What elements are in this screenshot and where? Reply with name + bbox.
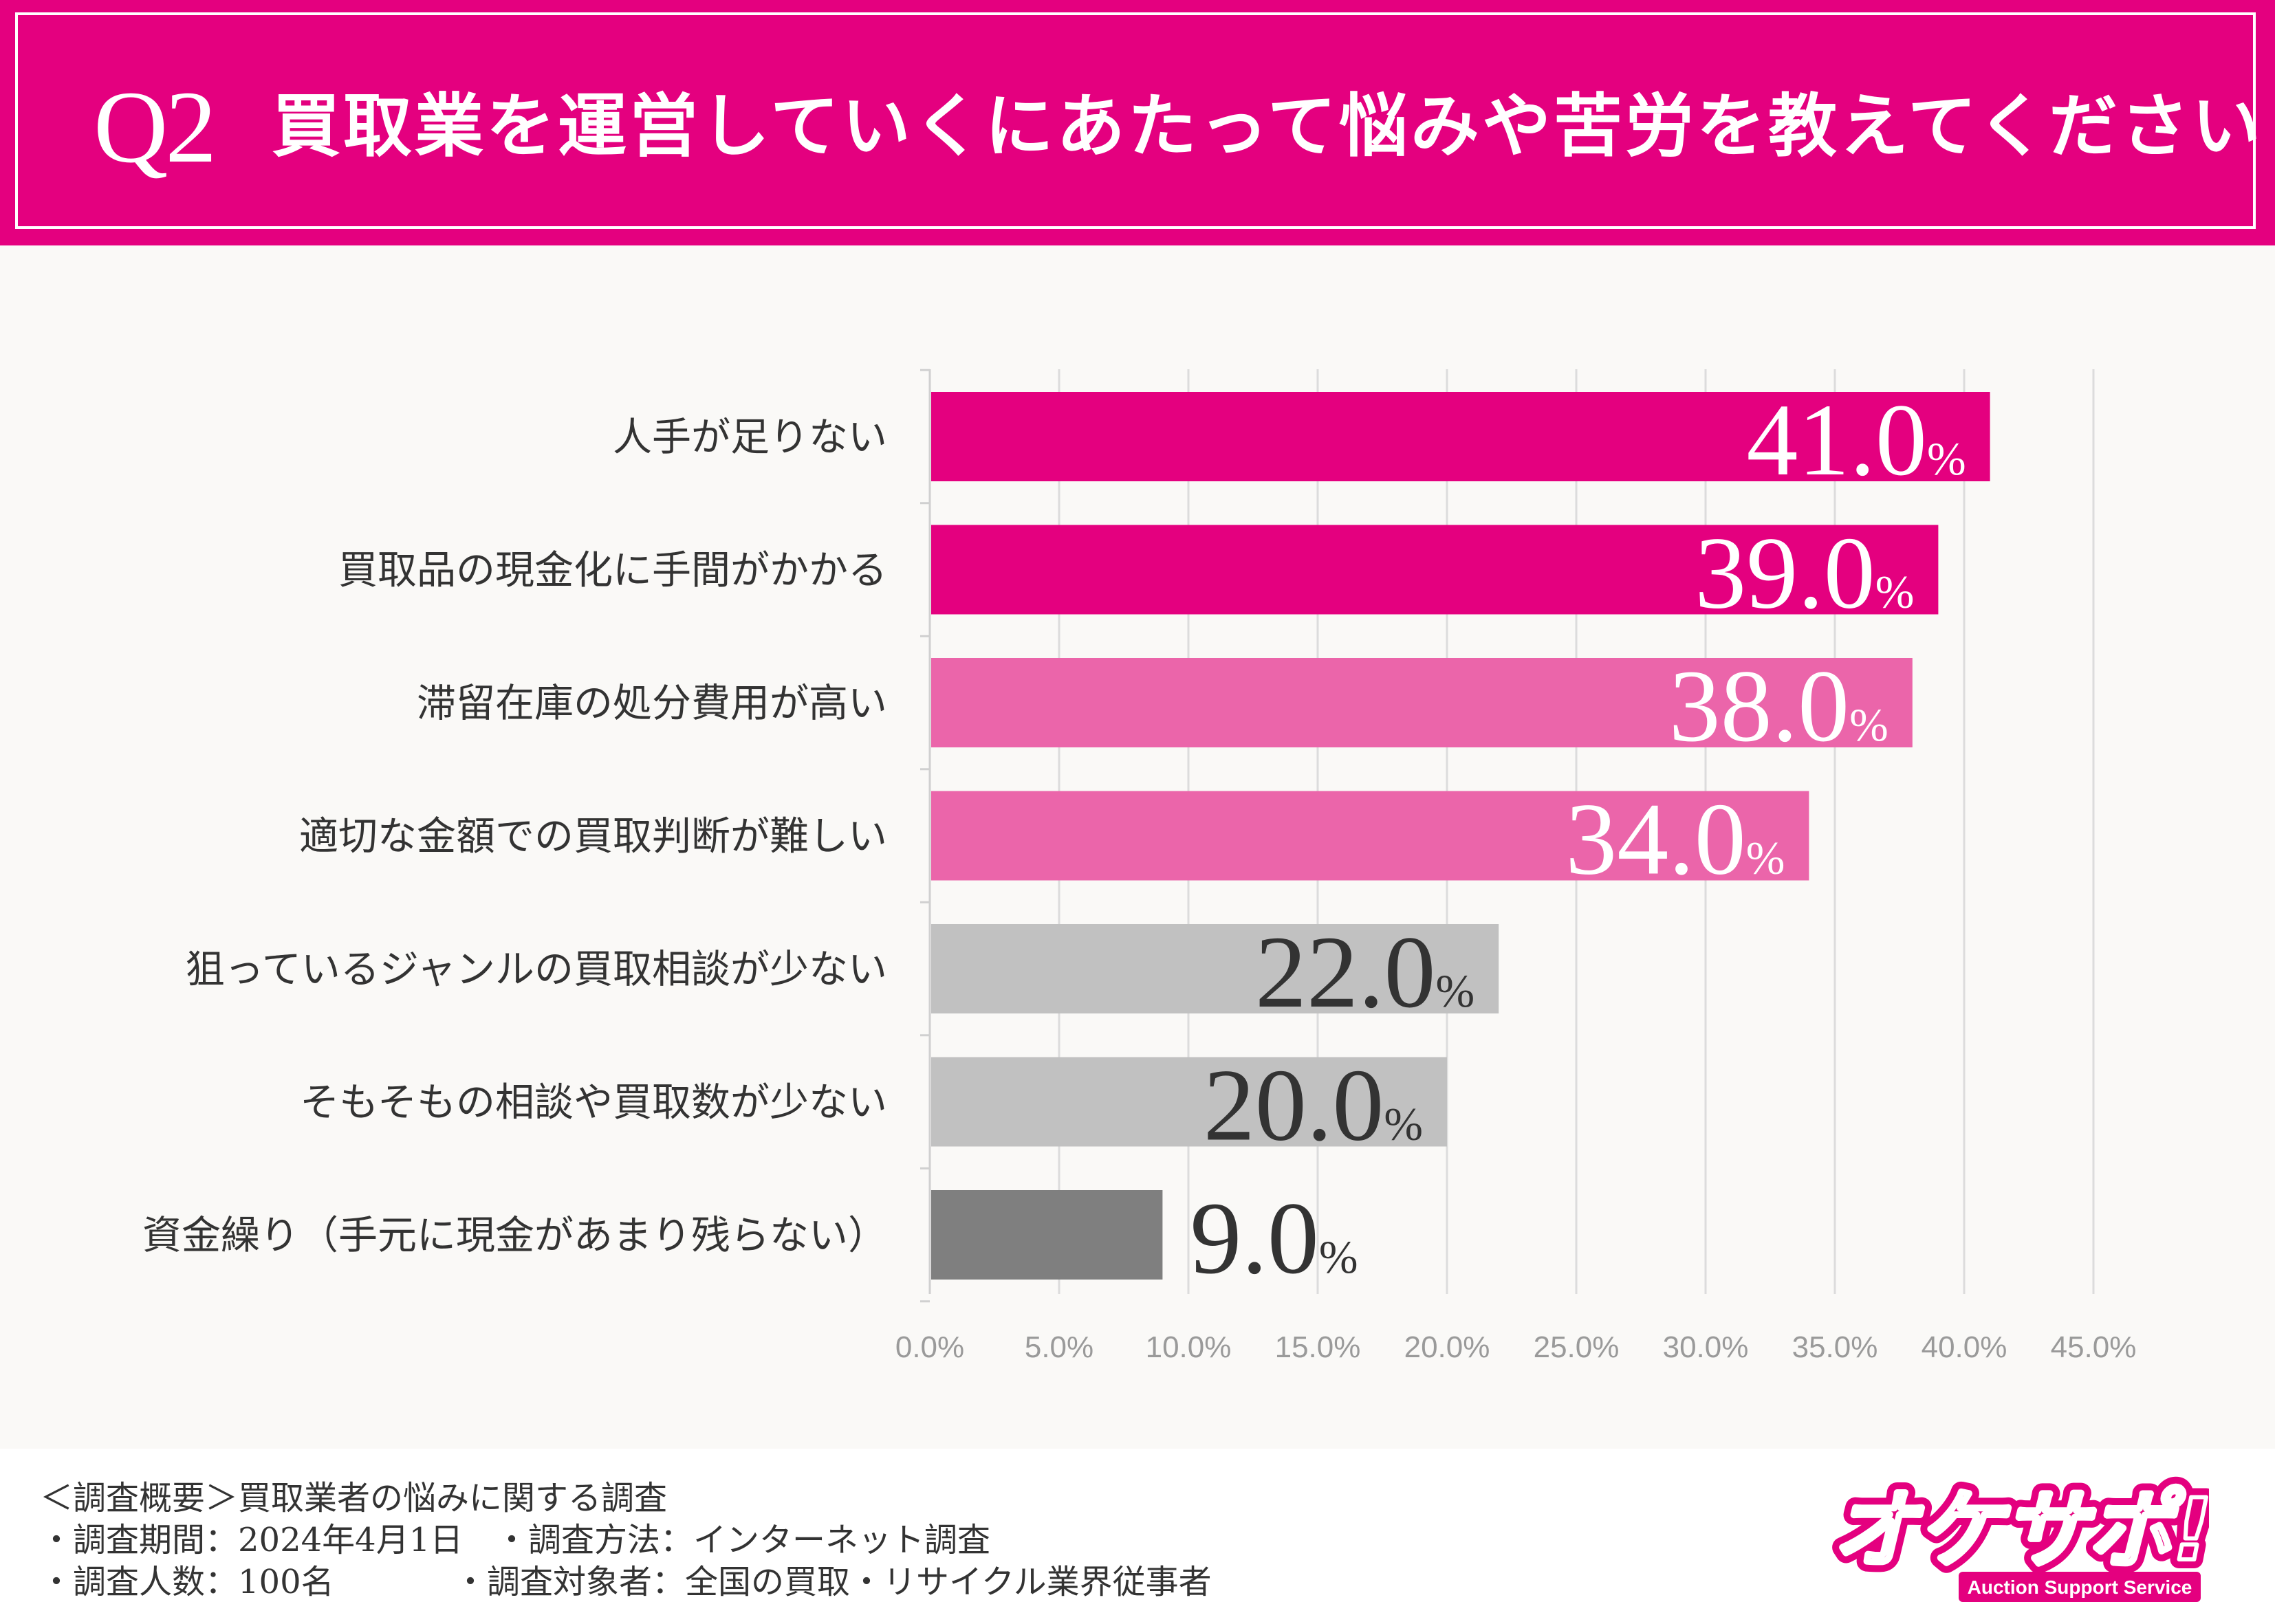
x-tick-label: 20.0%	[1404, 1330, 1490, 1364]
data-value-number: 9.0	[1190, 1181, 1319, 1295]
category-label: そもそもの相談や買取数が少ない	[300, 1080, 887, 1126]
logo-subtitle-band	[1959, 1572, 2201, 1602]
x-tick-label: 45.0%	[2051, 1330, 2137, 1364]
bar-chart: 人手が足りない 41.0% 買取品の現金化に手間がかかる 39.0% 滞留在庫の処分費用…	[142, 369, 2137, 1364]
data-value-percent: %	[1384, 1098, 1423, 1150]
data-value-label: 22.0%	[1255, 915, 1474, 1029]
data-value-percent: %	[1746, 832, 1785, 884]
logo-text-outline: オケサポ!	[1832, 1481, 2209, 1580]
data-value-percent: %	[1849, 699, 1888, 751]
data-value-label: 9.0%	[1190, 1181, 1358, 1295]
header-frame	[15, 12, 2256, 229]
survey-count: ・調査人数：100名	[40, 1563, 334, 1601]
question-number: Q2	[94, 70, 217, 184]
data-value-number: 22.0	[1255, 915, 1436, 1029]
x-tick-label: 40.0%	[1922, 1330, 2007, 1364]
data-value-label: 34.0%	[1565, 782, 1785, 897]
chart-area: 人手が足りない 41.0% 買取品の現金化に手間がかかる 39.0% 滞留在庫の処分費用…	[0, 245, 2275, 1449]
x-tick-label: 25.0%	[1534, 1330, 1620, 1364]
survey-footer: ＜調査概要＞買取業者の悩みに関する調査 ・調査期間：2024年4月1日 ・調査方…	[0, 1449, 2275, 1624]
question-title: 買取業を運営していくにあたって悩みや苦労を教えてください	[272, 85, 2263, 166]
logo-text: オケサポ!	[1832, 1481, 2209, 1580]
bar	[931, 1190, 1163, 1280]
bar	[931, 924, 1499, 1013]
x-tick-label: 10.0%	[1146, 1330, 1232, 1364]
survey-target: ・調査対象者：全国の買取・リサイクル業界従事者	[454, 1563, 1212, 1601]
x-tick-label: 30.0%	[1663, 1330, 1749, 1364]
data-value-label: 39.0%	[1695, 516, 1914, 630]
data-value-percent: %	[1875, 566, 1915, 618]
data-value-percent: %	[1319, 1231, 1358, 1283]
data-value-percent: %	[1927, 432, 1966, 485]
category-label: 狙っているジャンルの買取相談が少ない	[186, 947, 887, 992]
bar	[931, 658, 1913, 747]
x-tick-label: 5.0%	[1025, 1330, 1093, 1364]
data-value-number: 20.0	[1204, 1049, 1384, 1163]
bar	[931, 1057, 1447, 1147]
category-label: 滞留在庫の処分費用が高い	[417, 681, 887, 726]
okesapo-logo: オケサポ! オケサポ! Auction Support Service	[1824, 1472, 2209, 1602]
bar	[931, 392, 1990, 481]
x-tick-label: 15.0%	[1275, 1330, 1361, 1364]
bar	[931, 525, 1939, 615]
survey-period: ・調査期間：2024年4月1日	[40, 1521, 464, 1559]
x-tick-label: 35.0%	[1792, 1330, 1878, 1364]
data-value-number: 38.0	[1669, 649, 1850, 763]
data-value-number: 34.0	[1565, 782, 1746, 897]
data-value-number: 41.0	[1746, 383, 1927, 497]
header-banner: Q2 買取業を運営していくにあたって悩みや苦労を教えてください	[0, 0, 2275, 245]
survey-method: ・調査方法：インターネット調査	[495, 1521, 991, 1559]
data-value-percent: %	[1436, 965, 1475, 1017]
data-value-label: 41.0%	[1746, 383, 1966, 497]
bar	[931, 791, 1809, 881]
category-label: 人手が足りない	[613, 415, 887, 460]
data-value-number: 39.0	[1695, 516, 1875, 630]
x-tick-label: 0.0%	[895, 1330, 964, 1364]
survey-summary: ＜調査概要＞買取業者の悩みに関する調査	[40, 1479, 668, 1517]
data-value-label: 20.0%	[1204, 1049, 1423, 1163]
data-value-label: 38.0%	[1669, 649, 1888, 763]
logo-subtitle: Auction Support Service	[1968, 1577, 2192, 1598]
category-label: 適切な金額での買取判断が難しい	[299, 814, 887, 859]
category-label: 買取品の現金化に手間がかかる	[338, 548, 887, 593]
category-label: 資金繰り（手元に現金があまり残らない）	[142, 1213, 887, 1258]
